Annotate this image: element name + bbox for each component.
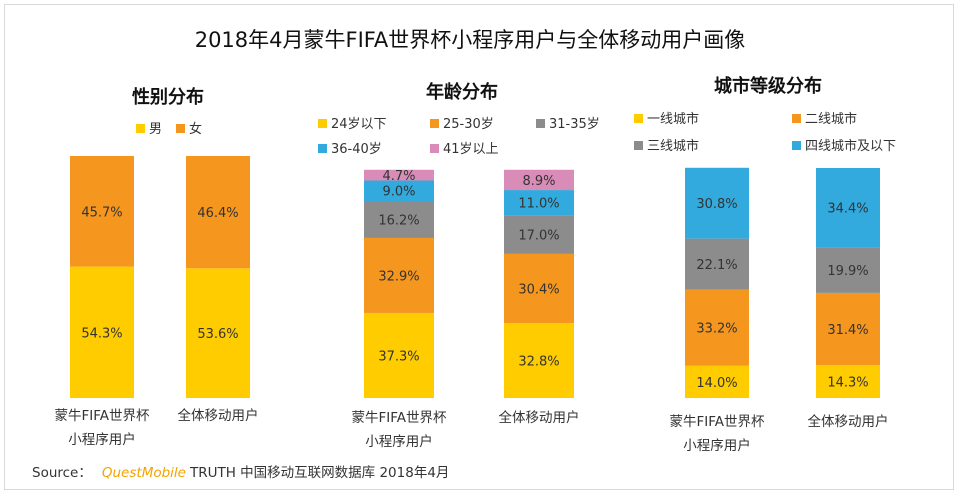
bar-segment-24岁以下-1 <box>364 312 434 398</box>
data-label-41岁以上-1: 4.7% <box>382 169 415 184</box>
data-label-女-2: 46.4% <box>197 206 238 221</box>
data-label-四线城市及以下-1: 30.8% <box>696 197 737 212</box>
bar-segment-36-40岁-2 <box>504 190 574 216</box>
category-label-1-2: 小程序用户 <box>365 433 433 450</box>
data-label-二线城市-2: 31.4% <box>827 323 868 338</box>
category-label-1-1: 蒙牛FIFA世界杯 <box>54 408 150 424</box>
bar-segment-24岁以下-2 <box>504 323 574 398</box>
data-label-36-40岁-1: 9.0% <box>382 185 415 200</box>
legend-label-男: 男 <box>149 122 162 137</box>
data-label-36-40岁-2: 11.0% <box>518 197 559 212</box>
data-label-四线城市及以下-2: 34.4% <box>827 202 868 217</box>
source-label: Source： <box>32 465 92 481</box>
bar-segment-36-40岁-1 <box>364 180 434 202</box>
legend-swatch-三线城市 <box>634 141 643 150</box>
legend-label-36-40岁: 36-40岁 <box>331 142 382 157</box>
bar-segment-男-2 <box>186 268 250 398</box>
legend-label-41岁以上: 41岁以上 <box>443 142 499 157</box>
data-label-31-35岁-2: 17.0% <box>518 229 559 244</box>
legend-label-31-35岁: 31-35岁 <box>549 117 600 132</box>
legend-label-一线城市: 一线城市 <box>647 111 699 127</box>
source-text: TRUTH 中国移动互联网数据库 2018年4月 <box>189 465 450 481</box>
chart-frame <box>4 4 954 490</box>
legend-swatch-二线城市 <box>792 114 801 123</box>
category-label-1-1: 蒙牛FIFA世界杯 <box>669 414 765 430</box>
legend-swatch-31-35岁 <box>536 119 545 128</box>
legend-swatch-女 <box>176 124 185 133</box>
data-label-三线城市-2: 19.9% <box>827 264 868 279</box>
legend-swatch-四线城市及以下 <box>792 141 801 150</box>
category-label-1-1: 蒙牛FIFA世界杯 <box>351 410 447 426</box>
data-label-二线城市-1: 33.2% <box>696 322 737 337</box>
legend-label-25-30岁: 25-30岁 <box>443 117 494 132</box>
bar-segment-25-30岁-1 <box>364 237 434 313</box>
bar-segment-女-2 <box>186 156 250 269</box>
data-label-男-2: 53.6% <box>197 327 238 342</box>
bar-segment-二线城市-2 <box>816 292 880 366</box>
panel-title-2: 年龄分布 <box>426 81 498 103</box>
source-note: Source： QuestMobile TRUTH 中国移动互联网数据库 2018年… <box>32 461 449 481</box>
bar-segment-女-1 <box>70 156 134 267</box>
legend-label-女: 女 <box>189 121 202 137</box>
bar-segment-四线城市及以下-1 <box>685 167 749 239</box>
category-label-2-1: 全体移动用户 <box>808 413 889 430</box>
data-label-25-30岁-2: 30.4% <box>518 283 559 298</box>
panel-title-3: 城市等级分布 <box>714 75 822 97</box>
data-label-31-35岁-1: 16.2% <box>378 213 419 228</box>
legend-label-三线城市: 三线城市 <box>647 138 699 154</box>
data-label-25-30岁-1: 32.9% <box>378 269 419 284</box>
bar-segment-男-1 <box>70 266 134 398</box>
main-title: 2018年4月蒙牛FIFA世界杯小程序用户与全体移动用户画像 <box>194 28 746 52</box>
bar-segment-31-35岁-1 <box>364 201 434 238</box>
data-label-41岁以上-2: 8.9% <box>522 174 555 189</box>
category-label-2-1: 全体移动用户 <box>178 407 259 424</box>
bar-segment-41岁以上-2 <box>504 169 574 191</box>
data-label-三线城市-1: 22.1% <box>696 258 737 273</box>
legend-swatch-男 <box>136 124 145 133</box>
panel-title-1: 性别分布 <box>132 86 204 108</box>
legend-label-二线城市: 二线城市 <box>805 111 857 127</box>
data-label-一线城市-1: 14.0% <box>696 376 737 391</box>
data-label-一线城市-2: 14.3% <box>827 376 868 391</box>
legend-swatch-25-30岁 <box>430 119 439 128</box>
data-label-24岁以下-2: 32.8% <box>518 355 559 370</box>
questmobile-logo: QuestMobile <box>101 465 186 481</box>
bar-segment-三线城市-1 <box>685 238 749 290</box>
legend-swatch-41岁以上 <box>430 144 439 153</box>
bar-segment-三线城市-2 <box>816 247 880 293</box>
data-label-女-1: 45.7% <box>81 205 122 220</box>
bar-segment-41岁以上-1 <box>364 169 434 181</box>
bar-segment-一线城市-2 <box>816 365 880 398</box>
bar-segment-25-30岁-2 <box>504 253 574 324</box>
bar-segment-二线城市-1 <box>685 289 749 366</box>
legend-swatch-一线城市 <box>634 114 643 123</box>
data-label-24岁以下-1: 37.3% <box>378 349 419 364</box>
bar-segment-四线城市及以下-2 <box>816 168 880 248</box>
legend-swatch-24岁以下 <box>318 119 327 128</box>
category-label-1-2: 小程序用户 <box>68 431 136 448</box>
legend-label-四线城市及以下: 四线城市及以下 <box>805 138 896 154</box>
category-label-1-2: 小程序用户 <box>683 437 751 454</box>
bar-segment-一线城市-1 <box>685 365 749 398</box>
data-label-男-1: 54.3% <box>81 326 122 341</box>
legend-label-24岁以下: 24岁以下 <box>331 117 387 132</box>
legend-swatch-36-40岁 <box>318 144 327 153</box>
bar-segment-31-35岁-2 <box>504 215 574 254</box>
category-label-2-1: 全体移动用户 <box>499 409 580 426</box>
